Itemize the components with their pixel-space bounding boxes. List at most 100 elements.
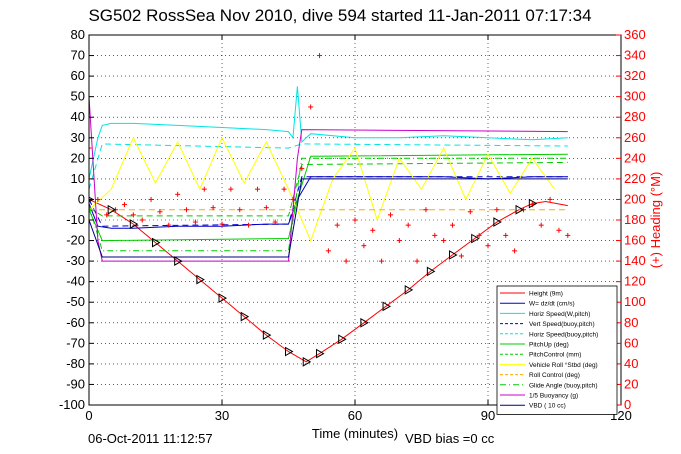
heading-point: [95, 196, 101, 202]
heading-point: [104, 212, 110, 218]
depth-marker: [129, 219, 139, 229]
y-tick-label-right: 40: [624, 356, 638, 371]
y-tick-label-right: 20: [624, 376, 638, 391]
axes: 0 30 60 90 120-100-90-80-70-60-50-40-30-20-1…: [59, 27, 646, 423]
y-tick-label-left: 60: [71, 68, 85, 83]
y-tick-label-left: -50: [66, 294, 85, 309]
heading-point: [538, 222, 544, 228]
heading-point: [175, 191, 181, 197]
x-tick-label: 30: [215, 408, 229, 423]
heading-point: [210, 205, 216, 211]
x-tick-label: 60: [348, 408, 362, 423]
depth-marker: [471, 233, 480, 244]
heading-point: [423, 207, 429, 213]
chart-title: SG502 RossSea Nov 2010, dive 594 started…: [88, 6, 591, 25]
y-tick-label-left: -100: [59, 397, 85, 412]
y-tick-label-left: -80: [66, 356, 85, 371]
heading-point: [547, 196, 553, 202]
y-tick-label-left: -70: [66, 335, 85, 350]
heading-point: [503, 232, 509, 238]
depth-marker: [316, 348, 325, 359]
heading-point: [450, 222, 456, 228]
legend-label: Height (9m): [529, 291, 563, 298]
y-tick-label-right: 0: [624, 397, 631, 412]
heading-point: [414, 258, 420, 264]
heading-point: [334, 222, 340, 228]
heading-point: [405, 222, 411, 228]
heading-point: [432, 232, 438, 238]
depth-marker: [338, 334, 347, 345]
heading-point: [512, 248, 518, 254]
heading-point: [139, 217, 145, 223]
series-line: [89, 153, 568, 242]
heading-point: [485, 243, 491, 249]
heading-point: [192, 219, 198, 225]
heading-point: [396, 238, 402, 244]
heading-point: [130, 212, 136, 218]
depth-marker: [404, 285, 414, 295]
heading-point: [246, 222, 252, 228]
footer-date: 06-Oct-2011 11:12:57: [88, 431, 213, 446]
heading-point: [387, 212, 393, 218]
heading-point: [379, 258, 385, 264]
heading-point: [325, 248, 331, 254]
heading-point: [556, 227, 562, 233]
y-tick-label-left: 20: [71, 150, 85, 165]
heading-point: [308, 104, 314, 110]
x-tick-label: 90: [481, 408, 495, 423]
depth-marker: [449, 250, 458, 260]
y-tick-label-right: 320: [624, 68, 646, 83]
heading-point: [254, 186, 260, 192]
legend-label: Glide Angle (buoy,pitch): [529, 382, 598, 389]
y-tick-label-right: 120: [624, 274, 646, 289]
legend-label: W= dz/dt (cm/s): [529, 301, 575, 308]
y-tick-label-right: 160: [624, 233, 646, 248]
right-axis-label: (+) Heading (°M): [648, 172, 663, 269]
y-tick-label-right: 260: [624, 130, 646, 145]
legend-label: VBD ( 10 cc): [529, 403, 566, 410]
legend-label: Vehicle Roll °Stbd (deg): [529, 361, 598, 369]
heading-point: [361, 243, 367, 249]
y-tick-label-right: 180: [624, 212, 646, 227]
legend-label: Roll Control (deg): [529, 372, 580, 379]
legend-label: PitchUp (deg): [529, 342, 569, 349]
heading-point: [184, 207, 190, 213]
y-tick-label-left: 0: [78, 191, 85, 206]
y-tick-label-left: 70: [71, 48, 85, 63]
y-tick-label-right: 240: [624, 150, 646, 165]
heading-point: [467, 209, 473, 215]
series-line: [89, 176, 568, 229]
depth-marker: [528, 198, 538, 209]
y-tick-label-left: 10: [71, 171, 85, 186]
y-tick-label-left: -10: [66, 212, 85, 227]
legend: Height (9m) W= dz/dt (cm/s) Horiz Speed(W,…: [496, 285, 618, 415]
heading-point: [476, 232, 482, 238]
y-tick-label-right: 100: [624, 294, 646, 309]
y-tick-label-left: 50: [71, 89, 85, 104]
y-tick-label-left: -90: [66, 376, 85, 391]
y-tick-label-left: -60: [66, 315, 85, 330]
heading-point: [272, 219, 278, 225]
heading-point: [290, 196, 296, 202]
vbd-bias: VBD bias =0 cc: [405, 431, 495, 446]
depth-marker: [218, 293, 228, 303]
x-axis-label: Time (minutes): [312, 426, 398, 441]
depth-marker: [107, 204, 117, 215]
heading-point: [299, 166, 305, 172]
legend-label: Horiz Speed(buoy,pitch): [529, 331, 598, 338]
depth-marker: [240, 311, 250, 322]
y-tick-label-right: 80: [624, 315, 638, 330]
heading-point: [237, 207, 243, 213]
depth-marker: [196, 274, 205, 285]
heading-point: [494, 207, 500, 213]
depth-marker: [515, 204, 525, 215]
plot-area: [89, 53, 571, 367]
y-tick-label-right: 360: [624, 27, 646, 42]
heading-point: [121, 202, 127, 208]
series-line: [89, 136, 555, 242]
y-tick-label-left: -40: [66, 274, 85, 289]
y-tick-label-right: 140: [624, 253, 646, 268]
heading-point: [219, 221, 225, 227]
